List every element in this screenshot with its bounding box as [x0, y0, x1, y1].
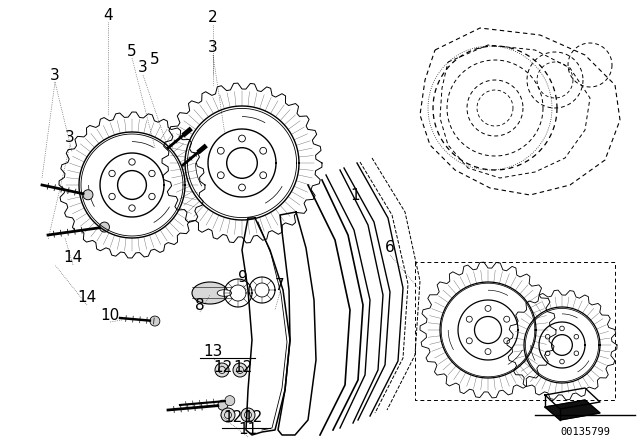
Text: 14: 14	[63, 250, 83, 266]
Text: 7: 7	[275, 277, 285, 293]
Circle shape	[474, 316, 502, 344]
Text: 5: 5	[150, 52, 160, 68]
Circle shape	[150, 316, 160, 326]
Text: 3: 3	[65, 130, 75, 146]
Text: 4: 4	[103, 8, 113, 22]
Circle shape	[552, 335, 572, 355]
Text: 3: 3	[138, 60, 148, 76]
Ellipse shape	[192, 282, 228, 304]
Circle shape	[221, 408, 235, 422]
Text: 8: 8	[195, 297, 205, 313]
Text: 13: 13	[204, 345, 223, 359]
Text: 00135799: 00135799	[560, 427, 610, 437]
Text: 12: 12	[234, 361, 253, 375]
Circle shape	[118, 171, 147, 199]
Ellipse shape	[217, 290, 232, 296]
Text: 2: 2	[208, 10, 218, 26]
Text: 14: 14	[77, 290, 97, 306]
Text: 12: 12	[223, 410, 243, 426]
Circle shape	[227, 148, 257, 178]
Text: 12: 12	[213, 361, 232, 375]
Polygon shape	[545, 400, 600, 420]
Text: 5: 5	[127, 44, 137, 60]
Text: 9: 9	[238, 271, 248, 285]
Circle shape	[215, 363, 229, 377]
Circle shape	[83, 190, 93, 200]
Text: 12: 12	[243, 410, 262, 426]
Circle shape	[241, 408, 255, 422]
Text: 1: 1	[350, 188, 360, 202]
Text: 10: 10	[100, 307, 120, 323]
Text: 3: 3	[50, 68, 60, 82]
Text: 6: 6	[385, 241, 395, 255]
Circle shape	[99, 222, 109, 232]
Text: 11: 11	[238, 422, 258, 438]
Text: 3: 3	[208, 40, 218, 56]
Circle shape	[233, 363, 247, 377]
Circle shape	[218, 400, 228, 410]
Circle shape	[225, 396, 235, 405]
